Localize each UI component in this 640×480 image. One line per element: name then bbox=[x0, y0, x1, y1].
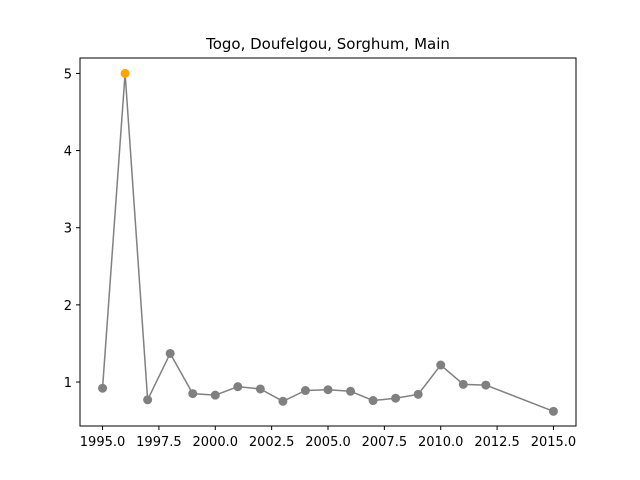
highlighted-data-point bbox=[120, 68, 130, 78]
x-tick-label: 2007.5 bbox=[362, 435, 408, 450]
x-tick-label: 1995.0 bbox=[80, 435, 126, 450]
data-point bbox=[233, 382, 243, 392]
data-point bbox=[143, 395, 153, 405]
x-tick-label: 2012.5 bbox=[474, 435, 520, 450]
data-point bbox=[548, 406, 558, 416]
series-line bbox=[101, 73, 554, 413]
data-point bbox=[300, 386, 310, 396]
x-tick-label: 1997.5 bbox=[136, 435, 182, 450]
data-point bbox=[346, 386, 356, 396]
data-point bbox=[210, 390, 220, 400]
plot-area bbox=[98, 68, 558, 416]
data-point bbox=[188, 389, 198, 399]
chart-title: Togo, Doufelgou, Sorghum, Main bbox=[205, 35, 450, 53]
data-point bbox=[458, 379, 468, 389]
data-point bbox=[391, 393, 401, 403]
x-tick-label: 2000.0 bbox=[193, 435, 239, 450]
data-point bbox=[98, 383, 108, 393]
y-tick-label: 2 bbox=[64, 299, 72, 314]
x-tick-label: 2002.5 bbox=[249, 435, 295, 450]
data-point bbox=[165, 348, 175, 358]
x-tick-label: 2005.0 bbox=[305, 435, 351, 450]
data-point bbox=[255, 384, 265, 394]
y-tick-label: 3 bbox=[64, 222, 72, 237]
axes-frame bbox=[79, 57, 577, 427]
y-tick-label: 5 bbox=[64, 67, 72, 82]
data-point bbox=[436, 360, 446, 370]
y-axis: 1 2 3 4 5 bbox=[64, 67, 80, 391]
x-tick-label: 2015.0 bbox=[531, 435, 577, 450]
y-tick-label: 4 bbox=[64, 145, 72, 160]
data-point bbox=[413, 389, 423, 399]
data-point bbox=[481, 380, 491, 390]
y-tick-label: 1 bbox=[64, 376, 72, 391]
x-axis: 1995.0 1997.5 2000.0 2002.5 2005.0 2007.5 2010… bbox=[80, 426, 576, 450]
data-point bbox=[323, 385, 333, 395]
x-tick-label: 2010.0 bbox=[418, 435, 464, 450]
data-point bbox=[278, 396, 288, 406]
data-point bbox=[368, 396, 378, 406]
